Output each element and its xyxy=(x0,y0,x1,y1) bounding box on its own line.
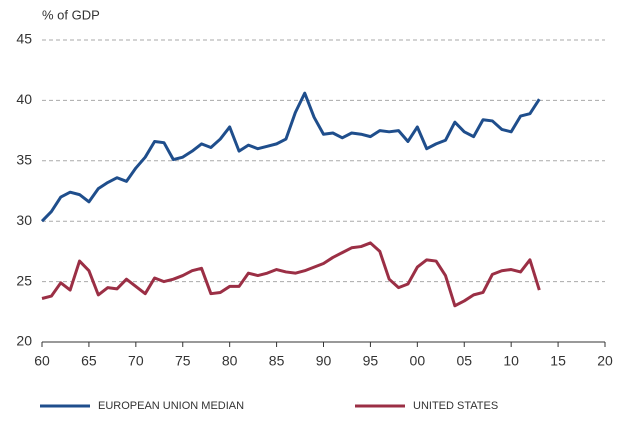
y-tick-label: 35 xyxy=(16,152,32,168)
x-tick-label: 65 xyxy=(81,353,97,369)
x-tick-label: 60 xyxy=(34,353,50,369)
x-tick-label: 20 xyxy=(597,353,613,369)
x-tick-label: 70 xyxy=(128,353,144,369)
x-tick-label: 95 xyxy=(363,353,379,369)
x-tick-label: 80 xyxy=(222,353,238,369)
series-line xyxy=(40,91,541,223)
y-tick-label: 20 xyxy=(16,333,32,349)
x-tick-label: 05 xyxy=(456,353,472,369)
x-tick-label: 90 xyxy=(316,353,332,369)
y-tick-label: 40 xyxy=(16,91,32,107)
series-line xyxy=(41,241,541,308)
legend-label: UNITED STATES xyxy=(413,400,498,412)
legend-label: EUROPEAN UNION MEDIAN xyxy=(98,400,244,412)
y-tick-label: 30 xyxy=(16,212,32,228)
x-tick-label: 85 xyxy=(269,353,285,369)
y-tick-label: 25 xyxy=(16,272,32,288)
x-tick-label: 10 xyxy=(503,353,519,369)
y-tick-label: 45 xyxy=(16,31,32,47)
x-tick-label: 00 xyxy=(410,353,426,369)
x-tick-label: 15 xyxy=(550,353,566,369)
x-tick-label: 75 xyxy=(175,353,191,369)
y-axis-label: % of GDP xyxy=(42,7,100,22)
